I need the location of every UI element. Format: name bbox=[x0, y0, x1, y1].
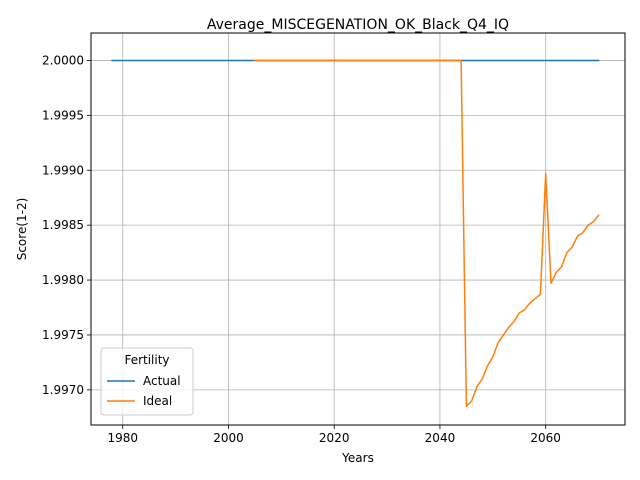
series-layer bbox=[111, 59, 600, 408]
x-tick-label: 2020 bbox=[319, 431, 350, 445]
x-tick-label: 2060 bbox=[530, 431, 561, 445]
y-tick-label: 1.9975 bbox=[42, 328, 84, 342]
legend-title: Fertility bbox=[124, 353, 169, 367]
x-tick-label: 1980 bbox=[107, 431, 138, 445]
legend-label-actual: Actual bbox=[143, 374, 181, 388]
y-tick-label: 1.9970 bbox=[42, 383, 84, 397]
y-tick-label: 1.9985 bbox=[42, 218, 84, 232]
y-axis-ticks: 1.9970 1.9975 1.9980 1.9985 1.9990 1.9995 2.00… bbox=[42, 53, 91, 397]
x-axis-label: Years bbox=[341, 451, 374, 465]
series-line-ideal bbox=[254, 59, 600, 408]
y-tick-label: 1.9990 bbox=[42, 163, 84, 177]
y-tick-label: 2.0000 bbox=[42, 53, 84, 67]
legend-box bbox=[100, 347, 194, 416]
x-tick-label: 2000 bbox=[213, 431, 244, 445]
plot-frame bbox=[90, 32, 626, 426]
y-tick-label: 1.9980 bbox=[42, 273, 84, 287]
y-tick-label: 1.9995 bbox=[42, 108, 84, 122]
y-axis-label: Score(1-2) bbox=[15, 198, 29, 261]
legend: Fertility Actual Ideal bbox=[100, 347, 194, 416]
x-tick-label: 2040 bbox=[425, 431, 456, 445]
x-axis-ticks: 1980 2000 2020 2040 2060 bbox=[107, 425, 561, 445]
chart-title: Average_MISCEGENATION_OK_Black_Q4_IQ bbox=[207, 17, 509, 33]
legend-label-ideal: Ideal bbox=[143, 394, 172, 408]
